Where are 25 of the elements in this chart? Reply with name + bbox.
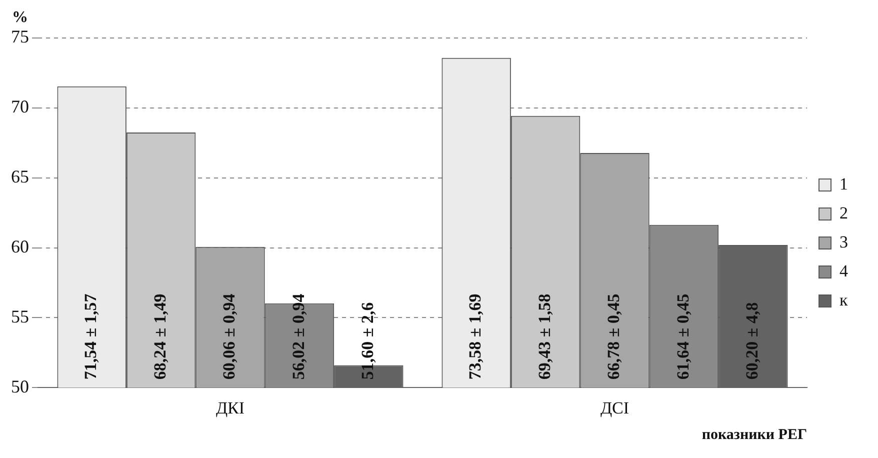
- data-label: 71,54 ± 1,57: [81, 293, 100, 380]
- data-label: 69,43 ± 1,58: [534, 294, 554, 380]
- x-axis-title: показники РЕГ: [702, 426, 807, 443]
- y-axis-title: %: [12, 9, 28, 26]
- data-label: 60,20 ± 4,8: [742, 302, 762, 380]
- data-label: 56,02 ± 0,94: [288, 293, 308, 380]
- data-label: 51,60 ± 2,6: [358, 302, 378, 380]
- legend-label: 4: [840, 261, 848, 280]
- data-label: 68,24 ± 1,49: [150, 294, 170, 380]
- y-tick-label: 75: [11, 26, 29, 47]
- y-tick-label: 70: [11, 96, 29, 117]
- x-tick-label: ДКІ: [216, 398, 245, 418]
- data-label: 73,58 ± 1,69: [466, 294, 485, 380]
- y-tick-label: 65: [11, 166, 29, 187]
- y-tick-label: 55: [11, 306, 29, 326]
- y-tick-label: 60: [11, 236, 29, 256]
- x-tick-label: ДСІ: [600, 398, 630, 418]
- legend-label: 1: [840, 174, 848, 194]
- legend-label: к: [840, 290, 848, 310]
- legend-label: 3: [840, 232, 848, 252]
- data-label: 61,64 ± 0,45: [673, 294, 692, 380]
- y-tick-label: 50: [11, 376, 29, 396]
- data-label: 66,78 ± 0,45: [604, 294, 624, 380]
- legend-label: 2: [840, 203, 848, 222]
- data-label: 60,06 ± 0,94: [220, 293, 239, 380]
